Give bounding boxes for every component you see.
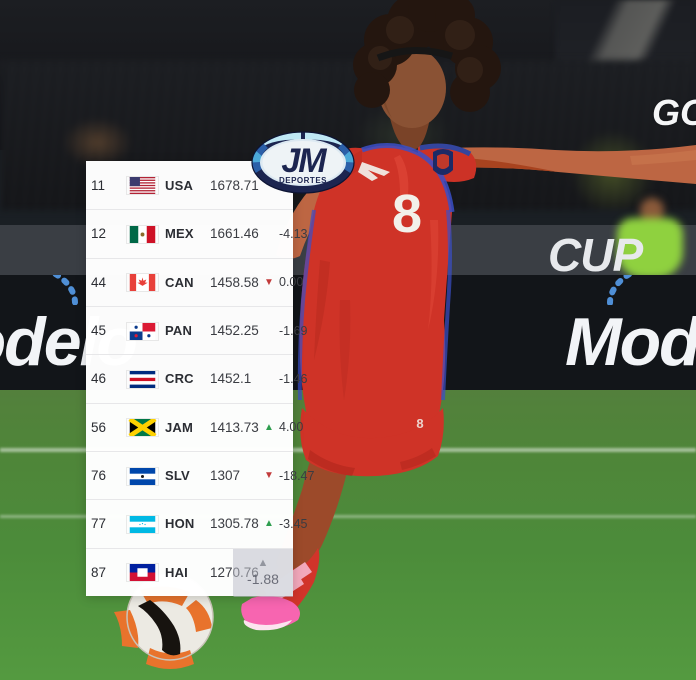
svg-text:8: 8 [416, 416, 423, 431]
svg-text:8: 8 [392, 184, 422, 244]
svg-text:JM: JM [281, 142, 327, 180]
svg-text:DEPORTES: DEPORTES [279, 176, 327, 185]
